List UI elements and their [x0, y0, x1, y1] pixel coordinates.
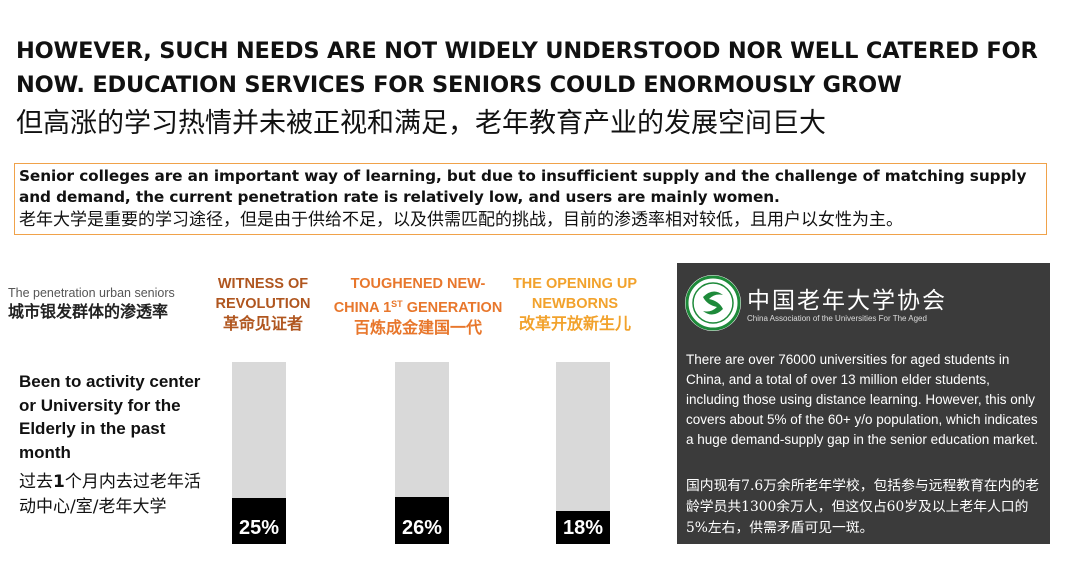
association-name-chinese: 中国老年大学协会: [747, 288, 947, 314]
generation-header-opening-up: THE OPENING UP NEWBORNS 改革开放新生儿: [505, 274, 645, 334]
generation-header-new-china: TOUGHENED NEW- CHINA 1ST GENERATION 百炼成金…: [330, 274, 506, 338]
generation-header-line2: NEWBORNS: [531, 296, 619, 312]
association-name-english: China Association of the Universities Fo…: [747, 314, 927, 323]
generation-header-english: THE OPENING UP NEWBORNS: [505, 274, 645, 314]
summary-callout: Senior colleges are an important way of …: [14, 163, 1047, 235]
panel-body-english: There are over 76000 universities for ag…: [686, 352, 1038, 447]
question-label: Been to activity center or University fo…: [19, 370, 204, 519]
question-zh-number: 1: [53, 472, 65, 492]
bar-fill: [556, 511, 610, 544]
question-zh-suffix: 个月内去过老年活动中心/室/老年大学: [19, 472, 201, 517]
question-label-chinese: 过去1个月内去过老年活动中心/室/老年大学: [19, 470, 204, 519]
question-zh-prefix: 过去: [19, 472, 53, 492]
bar-opening-up: 18%: [556, 362, 610, 544]
generation-header-line2-tail: GENERATION: [402, 300, 503, 316]
headline-chinese: 但高涨的学习热情并未被正视和满足，老年教育产业的发展空间巨大: [16, 108, 826, 139]
generation-header-english: TOUGHENED NEW- CHINA 1ST GENERATION: [330, 274, 506, 318]
generation-header-line1: TOUGHENED NEW-: [350, 276, 486, 292]
headline-english: HOWEVER, SUCH NEEDS ARE NOT WIDELY UNDER…: [16, 38, 1038, 98]
generation-header-line1: THE OPENING UP: [512, 276, 638, 292]
association-info-panel: 中国老年大学协会 China Association of the Univer…: [677, 263, 1050, 544]
callout-chinese: 老年大学是重要的学习途径，但是由于供给不足，以及供需匹配的挑战，目前的渗透率相对…: [19, 210, 903, 230]
generation-header-chinese: 改革开放新生儿: [518, 314, 631, 333]
generation-header-chinese: 革命见证者: [222, 314, 303, 333]
logo-graphic: [685, 275, 741, 331]
generation-header-superscript: ST: [391, 299, 403, 309]
bar-revolution: 25%: [232, 362, 286, 544]
question-label-english: Been to activity center or University fo…: [19, 372, 201, 462]
penetration-label: The penetration urban seniors 城市银发群体的渗透率: [8, 286, 175, 323]
panel-body-chinese: 国内现有7.6万余所老年学校，包括参与远程教育在内的老龄学员共1300余万人，但…: [686, 478, 1040, 536]
generation-header-line2: REVOLUTION: [215, 296, 311, 312]
bar-new-china: 26%: [395, 362, 449, 544]
bar-value-label: 25%: [238, 517, 280, 539]
headline: HOWEVER, SUCH NEEDS ARE NOT WIDELY UNDER…: [16, 34, 1066, 144]
generation-header-english: WITNESS OF REVOLUTION: [208, 274, 318, 314]
penetration-label-chinese: 城市银发群体的渗透率: [8, 302, 169, 321]
association-logo-icon: [685, 275, 741, 331]
bar-value-label: 26%: [401, 517, 443, 539]
generation-header-line2: CHINA 1: [333, 300, 392, 316]
bar-value-label: 18%: [562, 517, 604, 539]
bar-fill: [232, 498, 286, 544]
penetration-label-english: The penetration urban seniors: [8, 286, 175, 300]
callout-english: Senior colleges are an important way of …: [19, 167, 1027, 206]
generation-header-line1: WITNESS OF: [217, 276, 309, 292]
generation-header-chinese: 百炼成金建国一代: [353, 318, 482, 337]
bar-fill: [395, 497, 449, 544]
generation-header-revolution: WITNESS OF REVOLUTION 革命见证者: [208, 274, 318, 334]
